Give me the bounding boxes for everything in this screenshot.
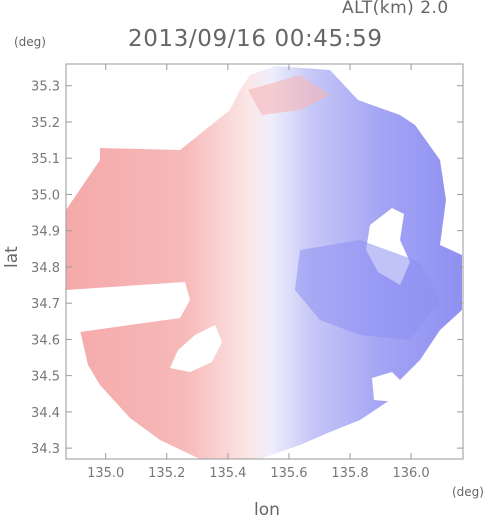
timestamp-label: 2013/09/16 00:45:59: [128, 26, 383, 52]
no-echo-gap-center: [170, 325, 222, 372]
y-tick-label: 34.9: [31, 225, 60, 240]
x-axis-title: lon: [254, 500, 280, 520]
y-tick-label: 35.2: [31, 116, 60, 131]
y-tick-label: 34.5: [31, 370, 60, 385]
y-tick-label: 34.3: [31, 442, 60, 457]
axis-ticks: [66, 64, 463, 459]
plot-frame: [65, 63, 464, 460]
x-tick-label: 136.0: [392, 466, 429, 481]
y-tick-label: 34.4: [31, 406, 60, 421]
strong-approaching-patch: [295, 240, 440, 340]
light-receding-patch: [248, 75, 330, 115]
radar-echo-area: [66, 66, 462, 459]
y-axis-unit: (deg): [14, 35, 46, 49]
y-tick-label: 35.3: [31, 80, 60, 95]
y-tick-label: 34.7: [31, 297, 60, 312]
axis-tick-labels: 135.0 135.2 135.4 135.6 135.8 136.0 35.3 35.2 35…: [31, 80, 430, 481]
x-tick-label: 135.4: [209, 466, 246, 481]
y-tick-label: 34.8: [31, 261, 60, 276]
x-tick-label: 135.6: [270, 466, 307, 481]
y-tick-label: 35.0: [31, 188, 60, 203]
y-tick-label: 34.6: [31, 333, 60, 348]
no-echo-gap-right-lower: [372, 372, 404, 402]
x-tick-label: 135.2: [148, 466, 185, 481]
x-tick-label: 135.8: [331, 466, 368, 481]
altitude-label: ALT(km) 2.0: [342, 0, 449, 18]
velocity-field: [66, 66, 462, 459]
x-axis-unit: (deg): [452, 485, 484, 499]
no-echo-gap-left: [66, 282, 190, 333]
x-tick-label: 135.0: [87, 466, 124, 481]
y-tick-label: 35.1: [31, 152, 60, 167]
